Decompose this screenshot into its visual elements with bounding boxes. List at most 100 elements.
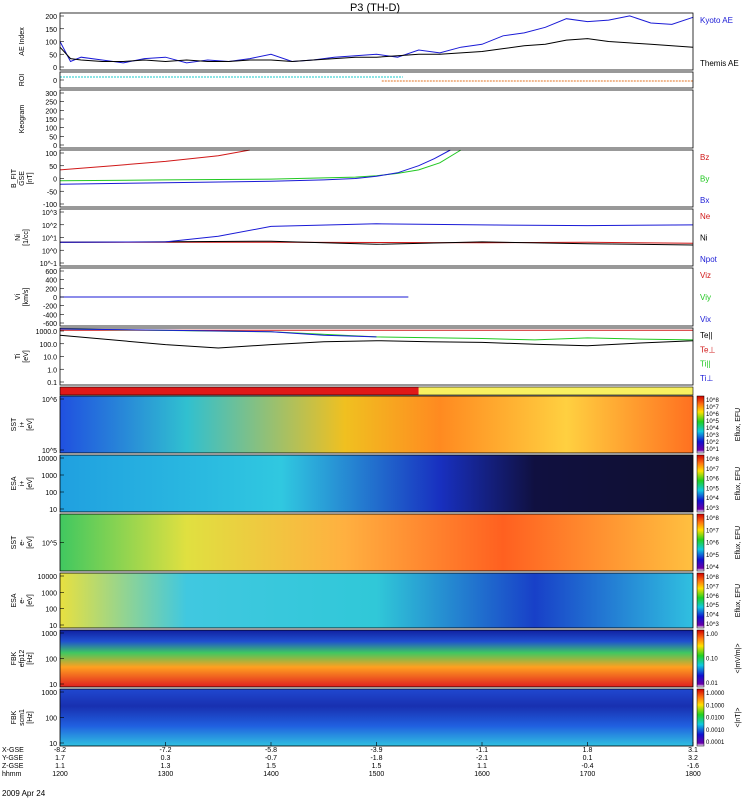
x-axis-value: -1.6 (687, 763, 699, 770)
y-tick-label: 0 (53, 177, 57, 184)
y-axis-label-ni: Ni (15, 234, 22, 241)
y-tick-label: 1000 (41, 473, 57, 480)
y-tick-label: 100.0 (39, 342, 57, 349)
y-tick-label: 300 (45, 91, 57, 98)
y-axis-label-fbk_e: efp12 (19, 650, 26, 668)
x-axis-value: 0.3 (161, 755, 171, 762)
colorbar-label: Eflux, EFU (735, 408, 742, 441)
y-tick-label: -50 (47, 189, 57, 196)
colorbar-tick-label: 10^7 (706, 467, 719, 473)
mode-bar-frame (59, 386, 694, 396)
plot-title: P3 (TH-D) (350, 2, 400, 14)
series-line-bfit-Bx (59, 149, 451, 185)
colorbar-tick-label: 10^6 (706, 594, 719, 600)
legend-label: Te⊥ (700, 345, 715, 354)
panel-frame-bfit (59, 149, 694, 208)
y-tick-label: 1000 (41, 631, 57, 638)
y-axis-label-fbk_b: FBK (11, 710, 18, 724)
y-tick-label: 400 (45, 278, 57, 285)
y-tick-label: 50 (49, 164, 57, 171)
y-axis-label-esa_ion: ESA (11, 476, 18, 490)
y-axis-label-roi: ROI (19, 74, 26, 87)
x-axis-value: -3.9 (370, 747, 382, 754)
colorbar-tick-label: 0.1000 (706, 703, 725, 709)
y-tick-label: 150 (45, 27, 57, 34)
colorbar-tick-label: 10^5 (706, 553, 719, 559)
series-line-ni-Npot (59, 223, 694, 243)
legend-label: Ne (700, 212, 711, 221)
mode-bar-yellow (418, 387, 693, 395)
series-line-bfit-Bz (59, 149, 250, 171)
spectrogram-esa_e (60, 573, 693, 628)
y-axis-label-sst_e: e- (19, 539, 26, 546)
y-axis-label-sst_e: SST (11, 535, 18, 549)
y-tick-label: 100 (45, 126, 57, 133)
panel-frame-roi (59, 71, 694, 89)
colorbar-tick-label: 10^5 (706, 603, 719, 609)
colorbar-tick-label: 10^1 (706, 447, 719, 453)
legend-label: Bz (700, 153, 709, 162)
y-tick-label: 10^-1 (40, 261, 57, 268)
spectrogram-sst_e (60, 514, 693, 571)
y-tick-label: -600 (43, 321, 57, 328)
colorbar-tick-label: 10^6 (706, 412, 719, 418)
y-tick-label: 0 (53, 65, 57, 72)
colorbar-tick-label: 10^7 (706, 528, 719, 534)
y-tick-label: 100 (45, 40, 57, 47)
colorbar-tick-label: 10^7 (706, 405, 719, 411)
x-axis-value: 1.1 (55, 763, 65, 770)
y-axis-label-bfit: [nT] (27, 172, 34, 184)
series-line-ni-Ne (60, 241, 694, 244)
colorbar-label: <|mV/m|> (735, 643, 742, 673)
y-axis-label-esa_e: ESA (11, 593, 18, 607)
x-axis-value: 1.8 (583, 747, 593, 754)
y-tick-label: 100 (45, 490, 57, 497)
x-axis-value: -7.2 (159, 747, 171, 754)
y-tick-label: 10^0 (42, 248, 57, 255)
legend-label: Vix (700, 315, 711, 324)
x-axis-value: 1.1 (477, 763, 487, 770)
colorbar-tick-label: 10^6 (706, 541, 719, 547)
y-axis-label-keogram: Keogram (19, 105, 26, 134)
y-axis-label-sst_ion: i+ (19, 422, 26, 428)
y-tick-label: 10^5 (42, 541, 57, 548)
y-axis-label-ti: Ti (15, 353, 22, 359)
colorbar-tick-label: 10^8 (706, 575, 719, 581)
x-axis-value: -1.1 (476, 747, 488, 754)
x-axis-value: -1.8 (370, 755, 382, 762)
colorbar-tick-label: 0.0001 (706, 740, 725, 746)
legend-label: Npot (700, 255, 718, 264)
colorbar-tick-label: 0.01 (706, 681, 718, 687)
y-tick-label: 150 (45, 117, 57, 124)
colorbar-tick-label: 0.0100 (706, 716, 725, 722)
y-tick-label: 0 (53, 78, 57, 85)
y-tick-label: 10 (49, 741, 57, 748)
colorbar-tick-label: 1.0000 (706, 691, 725, 697)
colorbar-fbk_b (696, 688, 705, 747)
mode-bar-red (60, 387, 419, 395)
x-axis-value: 3.2 (688, 755, 698, 762)
panel-frame-sst_ion (59, 395, 694, 454)
legend-label: By (700, 175, 709, 184)
x-axis-value: 1300 (158, 771, 174, 778)
y-axis-label-fbk_b: [Hz] (27, 711, 34, 724)
y-axis-label-esa_ion: i+ (19, 481, 26, 487)
y-tick-label: 10^2 (42, 223, 57, 230)
legend-label: Themis AE (700, 59, 739, 68)
x-axis-value: -2.1 (476, 755, 488, 762)
y-axis-label-sst_ion: [eV] (27, 418, 34, 431)
x-axis-value: 1200 (52, 771, 68, 778)
y-axis-label-ae: AE Index (19, 27, 26, 56)
colorbar-tick-label: 10^3 (706, 622, 719, 628)
series-line-bfit-By (59, 149, 462, 182)
y-tick-label: 10000 (38, 456, 58, 463)
y-axis-label-bfit: B_FIT (11, 168, 18, 188)
y-tick-label: 0 (53, 143, 57, 150)
y-tick-label: 1000 (41, 690, 57, 697)
colorbar-tick-label: 10^7 (706, 584, 719, 590)
colorbar-tick-label: 10^2 (706, 440, 719, 446)
colorbar-fbk_e (696, 629, 705, 688)
spectrogram-sst_ion (60, 396, 693, 453)
